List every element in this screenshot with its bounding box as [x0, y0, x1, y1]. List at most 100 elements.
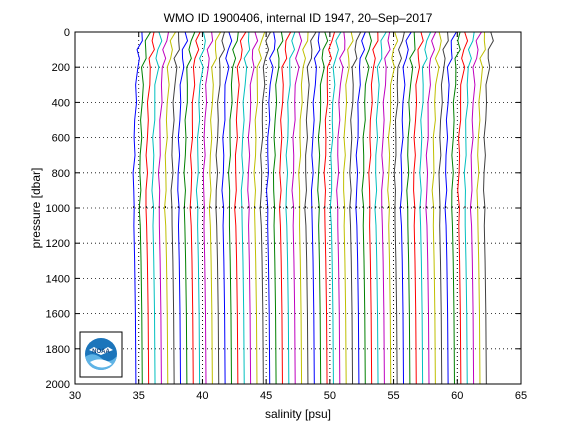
profile-line: [464, 207, 468, 385]
y-tick-label: 1000: [46, 203, 70, 215]
profile-line: [432, 207, 436, 385]
profile-line: [413, 207, 417, 385]
x-tick-label: 60: [451, 390, 463, 402]
profile-line: [267, 207, 271, 385]
profile-line: [285, 207, 290, 385]
profile-line: [197, 207, 201, 385]
profile-line: [425, 207, 430, 385]
profile-line: [279, 207, 283, 385]
profile-line: [234, 31, 247, 209]
axis-ticks: 30 35 40 45 50 55 60 65 0 200 400 600 800 1000 1200 140…: [46, 27, 528, 402]
profile-line: [451, 207, 455, 385]
y-tick-label: 1800: [46, 344, 70, 356]
profile-line: [311, 207, 315, 385]
profile-line: [183, 31, 196, 209]
profile-line: [241, 207, 245, 385]
profile-line: [431, 31, 442, 209]
profile-line: [399, 207, 405, 385]
profile-line: [349, 31, 362, 209]
profile-line: [477, 207, 481, 385]
profile-line: [483, 31, 494, 209]
profile-line: [368, 31, 379, 209]
profile-line: [444, 31, 457, 209]
profile-line: [228, 207, 232, 385]
profile-line: [457, 31, 469, 209]
profile-line: [304, 31, 317, 209]
profile-line: [458, 207, 462, 385]
profile-line: [425, 31, 437, 209]
profile-line: [387, 31, 399, 209]
x-axis-label: salinity [psu]: [265, 407, 331, 421]
profile-line: [259, 207, 264, 385]
profile-line: [145, 207, 150, 385]
profile-line: [469, 207, 475, 385]
profile-line: [349, 207, 354, 385]
profile-line: [439, 207, 443, 385]
profile-line: [451, 31, 461, 209]
profile-line: [215, 31, 226, 209]
profile-line: [151, 31, 163, 209]
profile-line: [240, 31, 251, 209]
profile-line: [202, 31, 214, 209]
profile-line: [298, 31, 309, 209]
y-tick-label: 600: [52, 133, 70, 145]
profile-line: [177, 207, 182, 385]
profiles: [132, 31, 494, 385]
y-tick-label: 200: [52, 62, 70, 74]
profile-line: [145, 31, 155, 209]
x-tick-label: 65: [515, 390, 527, 402]
profile-line: [234, 207, 239, 385]
profile-line: [413, 31, 424, 209]
profile-line: [253, 207, 258, 385]
profile-line: [132, 31, 143, 209]
profile-line: [355, 207, 360, 385]
profile-line: [208, 31, 222, 209]
profile-line: [285, 31, 296, 209]
x-tick-label: 40: [196, 390, 208, 402]
profile-line: [463, 31, 475, 209]
profile-line: [170, 31, 180, 209]
profile-line: [259, 31, 271, 209]
y-tick-label: 1400: [46, 273, 70, 285]
profile-line: [195, 31, 206, 209]
profile-line: [183, 207, 188, 385]
x-tick-label: 30: [69, 390, 81, 402]
profile-line: [388, 207, 392, 385]
profile-line: [343, 31, 354, 209]
profile-line: [292, 207, 296, 385]
profile-line: [222, 207, 226, 385]
profile-line: [221, 31, 233, 209]
y-tick-label: 800: [52, 168, 70, 180]
profile-line: [266, 31, 276, 209]
x-tick-label: 35: [133, 390, 145, 402]
profile-line: [291, 31, 303, 209]
profile-line: [355, 31, 366, 209]
profile-line: [208, 207, 213, 385]
profile-line: [189, 31, 201, 209]
profile-line: [324, 207, 328, 385]
profile-line: [362, 207, 366, 385]
profile-line: [329, 31, 342, 209]
profile-line: [329, 207, 334, 385]
profile-line: [444, 207, 449, 385]
profile-line: [323, 31, 336, 209]
profile-line: [419, 207, 424, 385]
profile-line: [317, 31, 329, 209]
profile-line: [253, 31, 266, 209]
noaa-logo: NOAA: [79, 331, 123, 378]
x-tick-label: 55: [387, 390, 399, 402]
profile-line: [343, 207, 347, 385]
profile-line: [483, 207, 487, 385]
profile-line: [438, 31, 449, 209]
profile-line: [177, 31, 189, 209]
profile-line: [393, 31, 405, 209]
profile-line: [476, 31, 486, 209]
y-tick-label: 2000: [46, 379, 70, 391]
profile-line: [361, 31, 372, 209]
profile-line: [406, 31, 416, 209]
chart-title: WMO ID 1900406, internal ID 1947, 20–Sep…: [164, 11, 433, 25]
profile-line: [272, 31, 284, 209]
y-tick-label: 400: [52, 97, 70, 109]
profile-line: [248, 207, 252, 385]
